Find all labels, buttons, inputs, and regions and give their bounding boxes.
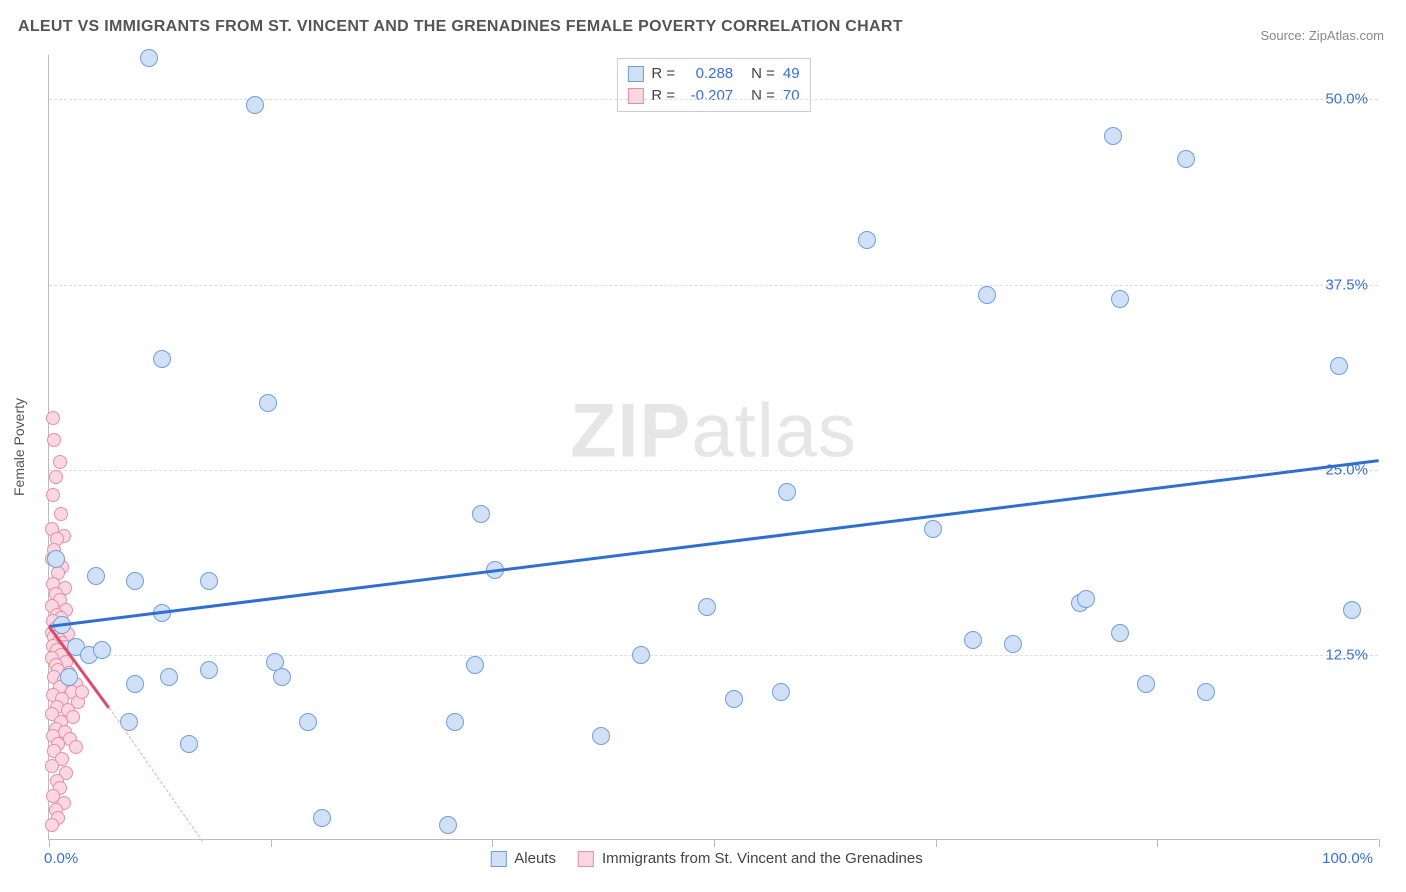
blue-point: [439, 816, 457, 834]
pink-point: [69, 740, 83, 754]
x-tick: [714, 839, 715, 847]
blue-point: [1177, 150, 1195, 168]
blue-point: [1104, 127, 1122, 145]
blue-point: [126, 572, 144, 590]
legend-swatch: [627, 66, 643, 82]
pink-point: [47, 433, 61, 447]
x-tick: [49, 839, 50, 847]
blue-point: [126, 675, 144, 693]
legend-r-value: 0.288: [683, 63, 733, 85]
y-axis-title: Female Poverty: [11, 398, 27, 496]
blue-point: [632, 646, 650, 664]
legend-correlation-row: R = 0.288 N = 49: [627, 63, 799, 85]
legend-n-label: N =: [751, 63, 775, 85]
blue-point: [1137, 675, 1155, 693]
legend-r-label: R =: [651, 63, 675, 85]
legend-n-value: 70: [783, 85, 800, 107]
blue-point: [1197, 683, 1215, 701]
legend-series-label: Aleuts: [514, 850, 556, 867]
pink-point: [45, 759, 59, 773]
legend-correlation: R = 0.288 N = 49 R = -0.207 N = 70: [616, 58, 810, 112]
blue-point: [978, 286, 996, 304]
gridline: [49, 470, 1378, 471]
blue-point: [698, 598, 716, 616]
blue-point: [466, 656, 484, 674]
blue-point: [273, 668, 291, 686]
blue-point: [1343, 601, 1361, 619]
blue-point: [592, 727, 610, 745]
source-attribution: Source: ZipAtlas.com: [1260, 28, 1384, 43]
blue-point: [1004, 635, 1022, 653]
blue-point: [60, 668, 78, 686]
y-tick-label: 37.5%: [1325, 276, 1368, 293]
legend-r-value: -0.207: [683, 85, 733, 107]
blue-point: [180, 735, 198, 753]
legend-series-label: Immigrants from St. Vincent and the Gren…: [602, 850, 923, 867]
blue-point: [924, 520, 942, 538]
legend-n-label: N =: [751, 85, 775, 107]
pink-point: [49, 470, 63, 484]
gridline: [49, 655, 1378, 656]
legend-n-value: 49: [783, 63, 800, 85]
legend-swatch: [490, 851, 506, 867]
gridline: [49, 285, 1378, 286]
blue-point: [160, 668, 178, 686]
x-axis-max-label: 100.0%: [1322, 850, 1373, 867]
blue-point: [964, 631, 982, 649]
watermark: ZIPatlas: [570, 388, 857, 475]
legend-swatch: [578, 851, 594, 867]
blue-point: [725, 690, 743, 708]
plot-area: ZIPatlas Female Poverty 0.0% 100.0% R =0…: [48, 55, 1378, 840]
blue-point: [299, 713, 317, 731]
pink-point: [45, 818, 59, 832]
pink-point: [75, 685, 89, 699]
blue-point: [1111, 290, 1129, 308]
x-tick: [936, 839, 937, 847]
blue-point: [446, 713, 464, 731]
legend-swatch: [627, 88, 643, 104]
blue-point: [1330, 357, 1348, 375]
blue-point: [87, 567, 105, 585]
pink-point: [66, 710, 80, 724]
blue-point: [313, 809, 331, 827]
pink-point: [46, 411, 60, 425]
blue-point: [246, 96, 264, 114]
y-tick-label: 50.0%: [1325, 91, 1368, 108]
trend-line-extrapolated: [108, 707, 202, 841]
x-tick: [271, 839, 272, 847]
blue-point: [259, 394, 277, 412]
correlation-chart: ALEUT VS IMMIGRANTS FROM ST. VINCENT AND…: [0, 0, 1406, 892]
blue-point: [140, 49, 158, 67]
blue-point: [1077, 590, 1095, 608]
legend-correlation-row: R = -0.207 N = 70: [627, 85, 799, 107]
legend-r-label: R =: [651, 85, 675, 107]
x-tick: [1379, 839, 1380, 847]
pink-point: [54, 507, 68, 521]
blue-point: [1111, 624, 1129, 642]
x-axis-min-label: 0.0%: [44, 850, 78, 867]
blue-point: [472, 505, 490, 523]
blue-point: [772, 683, 790, 701]
blue-point: [153, 350, 171, 368]
blue-point: [858, 231, 876, 249]
x-tick: [1157, 839, 1158, 847]
x-tick: [492, 839, 493, 847]
pink-point: [53, 455, 67, 469]
blue-point: [778, 483, 796, 501]
blue-point: [200, 572, 218, 590]
chart-title: ALEUT VS IMMIGRANTS FROM ST. VINCENT AND…: [18, 18, 903, 36]
pink-point: [46, 488, 60, 502]
legend-series: Aleuts Immigrants from St. Vincent and th…: [490, 850, 936, 867]
blue-point: [93, 641, 111, 659]
y-tick-label: 12.5%: [1325, 646, 1368, 663]
blue-point: [47, 550, 65, 568]
blue-point: [200, 661, 218, 679]
